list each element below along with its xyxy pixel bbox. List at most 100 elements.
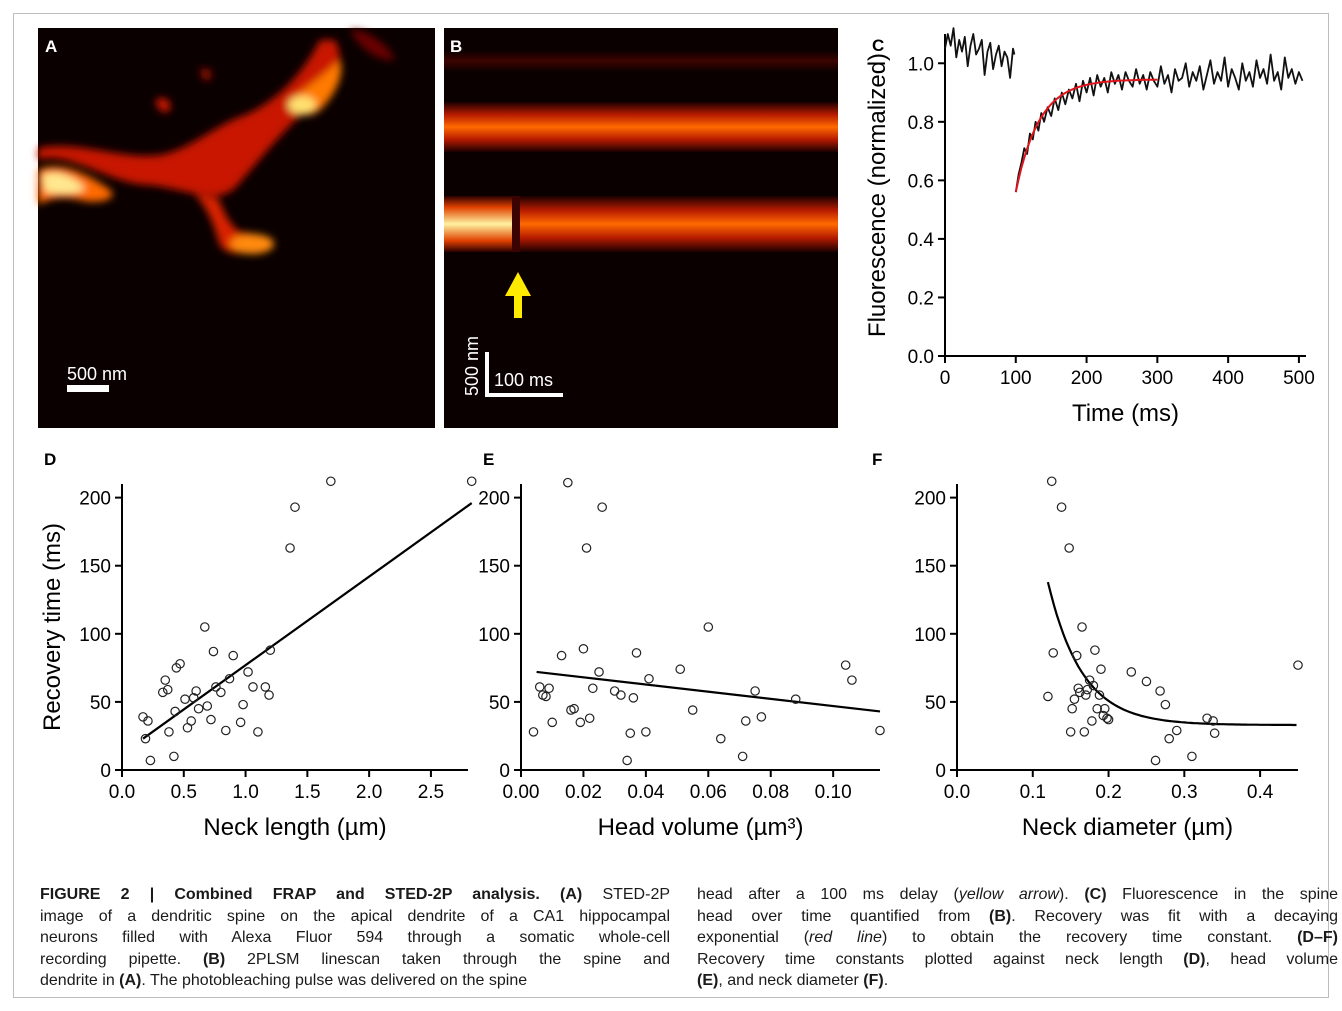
panel-label-b: B <box>450 37 462 56</box>
data-point <box>1088 680 1099 691</box>
caption-segment: red line <box>809 929 882 946</box>
data-point <box>1187 751 1197 762</box>
data-point <box>260 682 271 692</box>
y-tick-label: 0.2 <box>908 288 934 309</box>
caption-segment: (F) <box>863 972 884 989</box>
y-tick-label: 150 <box>478 557 510 578</box>
data-point <box>616 690 626 700</box>
data-point <box>563 477 573 488</box>
panel-a: 500 nm A <box>38 28 435 428</box>
data-point <box>1048 648 1059 658</box>
data-point <box>641 727 651 737</box>
data-point <box>175 658 185 669</box>
chart-panel-e: 0.00 0.02 0.04 0.06 0.08 0.10 0 50 100 150 200 Head… <box>478 477 885 841</box>
data-point <box>326 476 336 487</box>
exponential-fit-line <box>1014 78 1158 193</box>
caption-segment: head over time quantified from <box>697 907 990 925</box>
data-point <box>143 716 153 726</box>
x-tick-label: 0.1 <box>1020 782 1046 803</box>
linescan-dendrite-band <box>444 102 838 152</box>
trace-segment-1 <box>944 27 1016 79</box>
data-point <box>622 755 632 766</box>
data-point <box>238 699 248 710</box>
panel-label-a: A <box>45 37 57 56</box>
data-point <box>466 476 477 487</box>
data-point <box>169 751 179 762</box>
trace-segment-2 <box>1014 53 1304 193</box>
x-tick-label: 0 <box>940 368 951 389</box>
data-point <box>687 705 698 715</box>
data-point <box>631 648 642 658</box>
data-point <box>1202 713 1212 724</box>
y-tick-label: 1.0 <box>908 54 934 75</box>
caption-segment: (E) <box>697 972 719 989</box>
scalebar-a <box>67 385 109 392</box>
linescan-bleach-edge <box>512 196 520 252</box>
caption-segment: (A) <box>119 972 142 989</box>
data-point <box>534 682 545 692</box>
linescan-faint-band <box>444 50 838 72</box>
data-point <box>575 717 586 728</box>
panel-label-e: E <box>483 450 494 469</box>
caption-line: head after a 100 ms delay (yellow arrow)… <box>697 884 1338 906</box>
caption-segment: 2PLSM linescan taken through the spine a… <box>225 950 671 968</box>
x-tick-label: 0.0 <box>109 782 135 803</box>
y-tick-label: 0.8 <box>908 113 934 134</box>
data-point <box>1126 667 1137 677</box>
data-point <box>199 622 210 632</box>
data-point <box>1208 716 1218 726</box>
data-point <box>1160 699 1171 710</box>
data-point <box>145 755 156 766</box>
data-point <box>1099 703 1110 714</box>
data-point <box>1155 686 1165 696</box>
y-tick-label: 200 <box>478 489 510 510</box>
y-tick-label: 0 <box>100 761 111 782</box>
x-tick-label: 1.0 <box>232 782 258 803</box>
y-tick-label: 100 <box>478 625 510 646</box>
data-point <box>675 664 686 675</box>
data-point <box>1171 725 1182 736</box>
data-point <box>597 502 607 512</box>
data-point <box>1067 703 1077 714</box>
caption-segment: (C) <box>1084 886 1107 903</box>
x-tick-label: 300 <box>1142 368 1174 389</box>
data-point <box>221 725 231 736</box>
data-point <box>1069 694 1080 704</box>
chart-panel-d: 0.0 0.5 1.0 1.5 2.0 2.5 0 50 100 150 200 Neck lengt… <box>39 476 477 841</box>
y-axis-label: Recovery time (ms) <box>39 523 66 731</box>
data-point <box>584 713 595 724</box>
caption-line: head over time quantified from (B). Reco… <box>697 906 1338 928</box>
data-point <box>1056 502 1067 512</box>
data-point <box>264 690 274 700</box>
caption-segment: (B) <box>989 907 1012 925</box>
scalebar-a-label: 500 nm <box>67 364 127 384</box>
data-point <box>202 701 213 711</box>
caption-segment <box>540 886 560 903</box>
scalebar-b <box>485 352 563 397</box>
data-point <box>628 693 639 703</box>
data-point <box>162 684 173 695</box>
caption-line: neurons filled with Alexa Fluor 594 thro… <box>40 927 670 949</box>
data-point <box>594 667 604 677</box>
data-point <box>544 683 554 694</box>
data-point <box>587 683 598 694</box>
caption-segment: dendrite in <box>40 972 120 989</box>
x-tick-label: 0.3 <box>1171 782 1197 803</box>
caption-line: image of a dendritic spine on the apical… <box>40 906 670 928</box>
data-point <box>140 733 151 744</box>
x-tick-label: 400 <box>1212 368 1244 389</box>
caption-segment: , and neck diameter <box>718 972 864 989</box>
data-point <box>1103 714 1114 725</box>
y-tick-label: 0.6 <box>908 171 934 192</box>
data-point <box>1065 727 1076 737</box>
dendrite-image <box>38 29 395 254</box>
caption-segment: ). <box>1058 886 1085 903</box>
y-tick-label: 0.0 <box>908 347 934 368</box>
caption-line: exponential (red line) to obtain the rec… <box>697 927 1338 949</box>
data-point <box>578 643 589 654</box>
caption-segment: , head volume <box>1205 950 1338 968</box>
caption-segment: FIGURE 2 | Combined FRAP and STED-2P ana… <box>40 886 540 903</box>
data-point <box>625 728 636 739</box>
